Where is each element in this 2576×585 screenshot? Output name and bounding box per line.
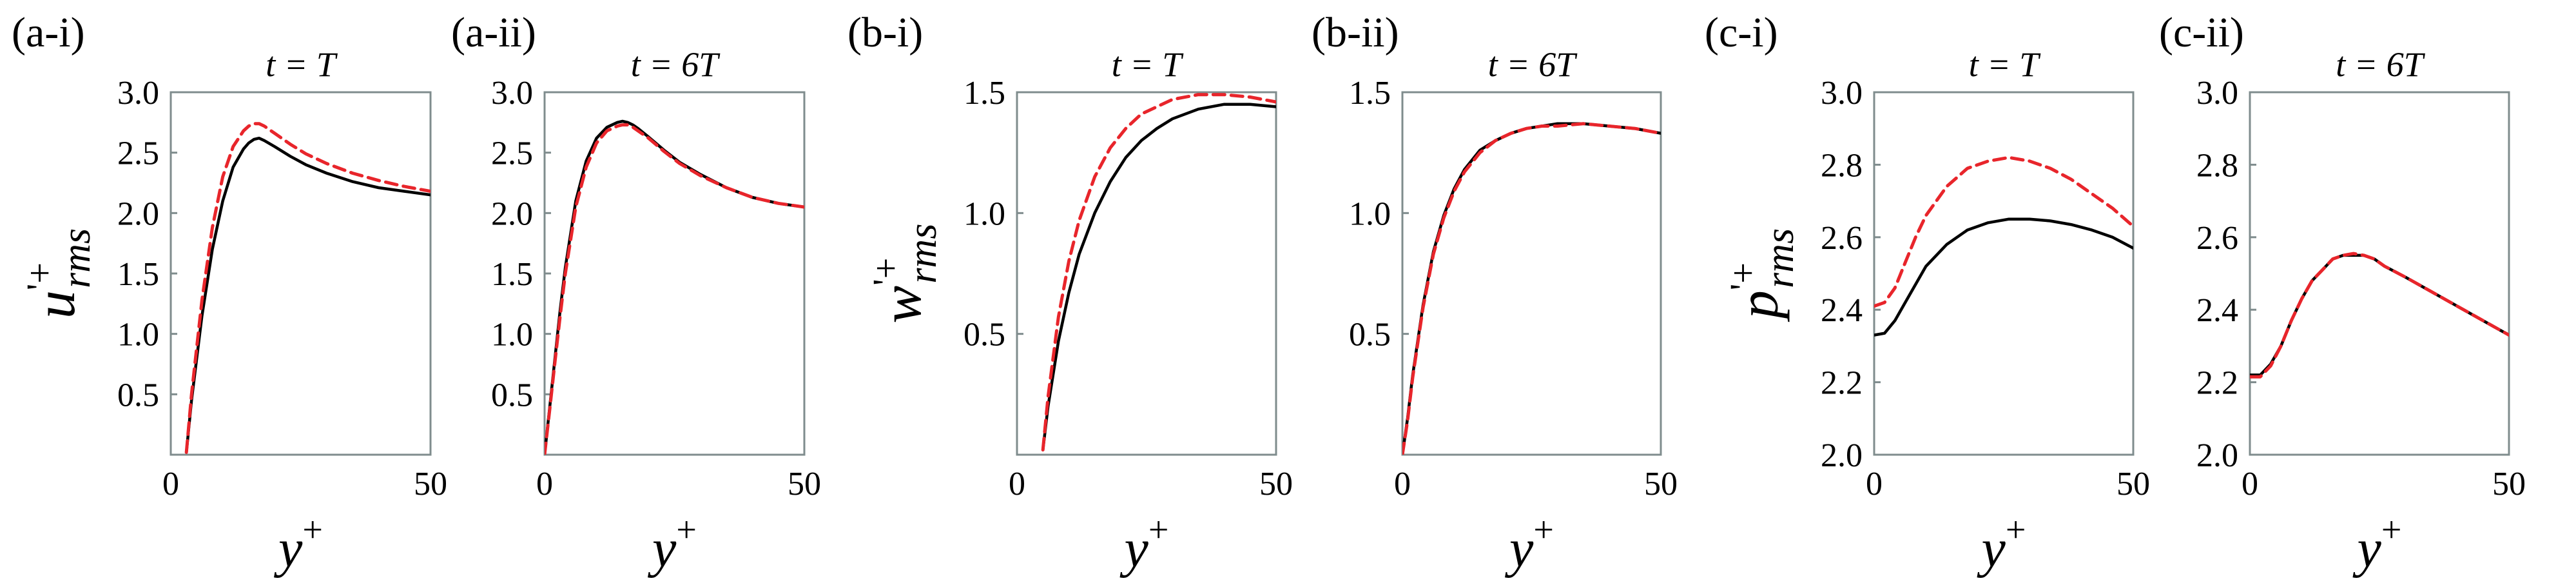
- panel-c-i: (c-i) t = T 2.0 2.2 2.4 2.6 2.8 3.0 0 50 y+ p'+rms: [1705, 9, 2150, 579]
- y-tick-label: 2.6: [1821, 220, 1863, 257]
- x-axis-label: y+: [1977, 510, 2026, 579]
- y-tick-label: 0.5: [964, 317, 1005, 353]
- panel-label: (a-ii): [451, 9, 536, 56]
- panel-label: (b-ii): [1312, 9, 1399, 56]
- panel-title: t = T: [1969, 45, 2041, 84]
- series-line-black-solid: [1041, 103, 1276, 451]
- x-axis-label: y+: [1504, 510, 1554, 579]
- y-tick-label: 2.8: [2196, 147, 2238, 184]
- y-axis-label: u'+rms: [19, 228, 99, 319]
- series-line-black-solid: [1402, 122, 1661, 455]
- y-tick-label: 2.8: [1821, 147, 1863, 184]
- panel-c-ii: (c-ii) t = 6T 2.0 2.2 2.4 2.6 2.8 3.0 0 50 y+: [2159, 9, 2526, 579]
- y-tick-label: 1.5: [1349, 75, 1391, 112]
- y-tick-label: 1.5: [964, 75, 1005, 112]
- panel-label: (b-i): [847, 9, 923, 56]
- x-tick-label: 0: [162, 466, 179, 502]
- y-axis-label: p'+rms: [1722, 228, 1802, 322]
- y-tick-label: 0.5: [1349, 317, 1391, 353]
- y-tick-label: 2.0: [117, 195, 159, 232]
- series-line-red-dashed: [1041, 93, 1276, 451]
- series-line-black-solid: [2250, 253, 2509, 377]
- panel-title: t = T: [1112, 45, 1184, 84]
- x-tick-label: 50: [2116, 466, 2150, 502]
- x-axis-label: y+: [273, 510, 323, 579]
- x-tick-label: 50: [788, 466, 821, 502]
- panel-a-i: (a-i) t = T 0.5 1.0 1.5 2.0 2.5 3.0 0 50 y+ u'+rms: [12, 9, 447, 579]
- y-axis-label: w'+rms: [865, 224, 945, 324]
- y-tick-label: 2.0: [491, 195, 533, 232]
- plot-frame: [2249, 91, 2510, 456]
- plot-frame: [543, 91, 806, 456]
- y-tick-label: 2.0: [2196, 437, 2238, 474]
- panel-title: t = 6T: [1488, 45, 1578, 84]
- x-tick-label: 50: [414, 466, 447, 502]
- series-line-red-dashed: [184, 122, 431, 454]
- x-tick-label: 50: [2492, 466, 2526, 502]
- y-tick-label: 2.5: [117, 135, 159, 172]
- plot-frame: [1873, 91, 2135, 456]
- x-tick-label: 0: [1009, 466, 1025, 502]
- y-tick-label: 3.0: [491, 75, 533, 112]
- y-tick-label: 3.0: [1821, 75, 1863, 112]
- panel-label: (c-i): [1705, 9, 1778, 56]
- y-tick-label: 2.4: [1821, 292, 1863, 329]
- y-tick-label: 2.6: [2196, 220, 2238, 257]
- y-tick-label: 1.0: [964, 195, 1005, 232]
- panel-b-ii: (b-ii) t = 6T 0.5 1.0 1.5 0 50 y+: [1312, 9, 1678, 579]
- x-tick-label: 50: [1259, 466, 1293, 502]
- y-tick-label: 1.5: [491, 256, 533, 293]
- y-tick-label: 0.5: [491, 377, 533, 413]
- panel-label: (c-ii): [2159, 9, 2244, 56]
- plot-frame: [1016, 91, 1277, 456]
- y-tick-label: 3.0: [117, 75, 159, 112]
- x-tick-label: 0: [536, 466, 553, 502]
- y-tick-label: 1.0: [117, 317, 159, 353]
- x-tick-label: 0: [1866, 466, 1883, 502]
- x-tick-label: 50: [1644, 466, 1678, 502]
- y-tick-label: 1.0: [491, 317, 533, 353]
- panel-b-i: (b-i) t = T 0.5 1.0 1.5 0 50 y+ w'+rms: [847, 9, 1293, 579]
- x-tick-label: 0: [2242, 466, 2258, 502]
- series-line-red-dashed: [2250, 252, 2509, 379]
- plot-frame: [1401, 91, 1662, 456]
- series-line-black-solid: [184, 136, 431, 454]
- series-line-red-dashed: [1874, 155, 2133, 308]
- series-line-black-solid: [545, 119, 804, 455]
- panel-a-ii: (a-ii) t = 6T 0.5 1.0 1.5 2.0 2.5 3.0 0 50 y+: [451, 9, 821, 579]
- y-tick-label: 1.0: [1349, 195, 1391, 232]
- series-line-red-dashed: [545, 123, 804, 455]
- y-tick-label: 2.5: [491, 135, 533, 172]
- x-axis-label: y+: [1119, 510, 1169, 579]
- panel-label: (a-i): [12, 9, 85, 56]
- x-tick-label: 0: [1394, 466, 1411, 502]
- series-line-black-solid: [1874, 217, 2133, 337]
- y-tick-label: 0.5: [117, 377, 159, 413]
- panel-title: t = 6T: [631, 45, 721, 84]
- panel-title: t = 6T: [2336, 45, 2425, 84]
- y-tick-label: 2.0: [1821, 437, 1863, 474]
- series-line-red-dashed: [1402, 122, 1661, 455]
- panel-title: t = T: [266, 45, 338, 84]
- y-tick-label: 2.2: [1821, 365, 1863, 402]
- y-tick-label: 3.0: [2196, 75, 2238, 112]
- x-axis-label: y+: [2352, 510, 2402, 579]
- y-tick-label: 2.2: [2196, 365, 2238, 402]
- y-tick-label: 2.4: [2196, 292, 2238, 329]
- x-axis-label: y+: [647, 510, 697, 579]
- y-tick-label: 1.5: [117, 256, 159, 293]
